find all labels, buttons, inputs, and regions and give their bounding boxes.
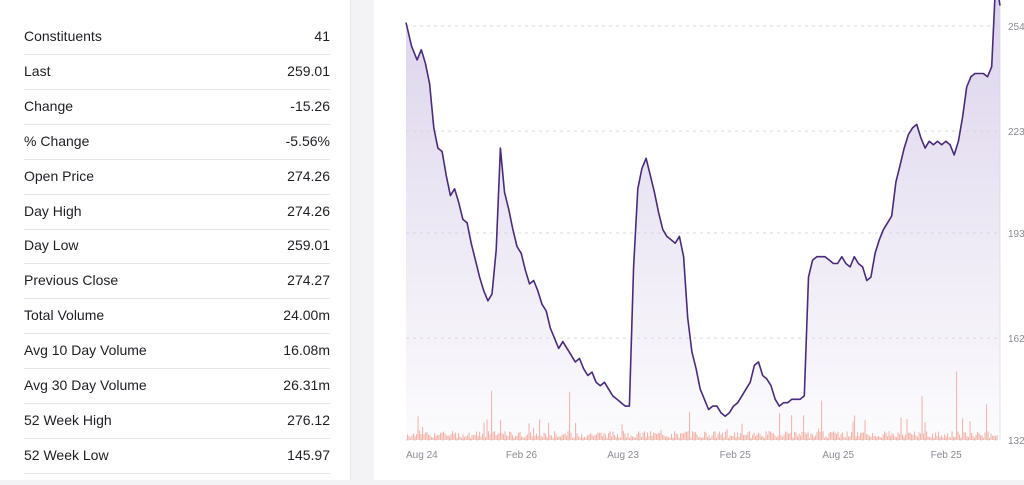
x-tick-label: Feb 26: [506, 450, 538, 461]
y-tick-label: 254: [1008, 22, 1024, 33]
stat-label: Open Price: [24, 167, 95, 184]
x-tick-label: Aug 23: [607, 450, 639, 461]
x-tick-label: Feb 25: [720, 450, 752, 461]
stat-row: Total Volume 24.00m: [24, 299, 330, 335]
stat-row: Open Price 274.26: [24, 160, 330, 195]
x-tick-label: Aug 25: [822, 450, 854, 461]
stat-value: 145.97: [287, 446, 330, 463]
stat-value: 274.26: [287, 167, 330, 184]
stat-label: Constituents: [24, 28, 102, 44]
stat-value: 259.01: [287, 62, 330, 79]
stat-label: Day Low: [24, 237, 79, 254]
stat-row: 52 Week High 276.12: [24, 404, 330, 439]
stat-value: 274.26: [287, 202, 330, 219]
stat-label: Avg 10 Day Volume: [24, 342, 147, 359]
stat-label: Last: [24, 62, 51, 79]
stat-row: Day Low 259.01: [24, 229, 330, 265]
stat-value: 276.12: [287, 411, 330, 428]
y-tick-label: 162: [1008, 334, 1024, 345]
stat-label: Previous Close: [24, 272, 119, 289]
price-chart-card: 132 162 193 223 254 Aug 24 Feb 26 Aug 23 Feb 25 A…: [374, 0, 1024, 480]
y-tick-label: 193: [1008, 229, 1024, 240]
price-line: [405, 0, 1001, 417]
stat-row: Day High 274.26: [24, 195, 330, 230]
stat-row: Constituents 41: [24, 20, 330, 55]
y-tick-label: 132: [1008, 436, 1024, 447]
stat-row: % Change -5.56%: [24, 125, 330, 160]
stats-panel: Constituents 41 Last 259.01 Change -15.26 % Ch…: [0, 0, 350, 480]
stat-value: -5.56%: [285, 132, 330, 149]
stat-value: 41: [314, 28, 330, 44]
y-tick-label: 223: [1008, 127, 1024, 138]
stat-label: Total Volume: [24, 307, 105, 324]
stat-row: Last 259.01: [24, 55, 330, 90]
stat-value: 26.31m: [283, 377, 330, 393]
stat-label: Change: [24, 97, 74, 114]
stat-label: Avg 30 Day Volume: [24, 377, 147, 393]
stat-label: 52 Week High: [24, 411, 112, 428]
stat-row: Change -15.26: [24, 90, 330, 125]
stat-value: 274.27: [287, 272, 330, 289]
stat-row: Avg 30 Day Volume 26.31m: [24, 369, 330, 404]
x-tick-label: Aug 24: [406, 450, 438, 461]
stat-value: 259.01: [287, 237, 330, 254]
stat-label: 52 Week Low: [24, 446, 109, 463]
stat-row: Previous Close 274.27: [24, 264, 330, 300]
stat-row: 52 Week Low 145.97: [24, 439, 330, 474]
stat-value: -15.26: [290, 97, 330, 114]
stat-value: 24.00m: [283, 307, 330, 324]
stat-label: % Change: [24, 132, 90, 149]
price-area: [406, 0, 1000, 440]
x-tick-label: Feb 25: [931, 450, 963, 461]
stat-row: Avg 10 Day Volume 16.08m: [24, 334, 330, 370]
price-chart[interactable]: 132 162 193 223 254 Aug 24 Feb 26 Aug 23 Feb 25 A…: [374, 0, 1024, 480]
stat-value: 16.08m: [283, 342, 330, 359]
stat-label: Day High: [24, 202, 82, 219]
